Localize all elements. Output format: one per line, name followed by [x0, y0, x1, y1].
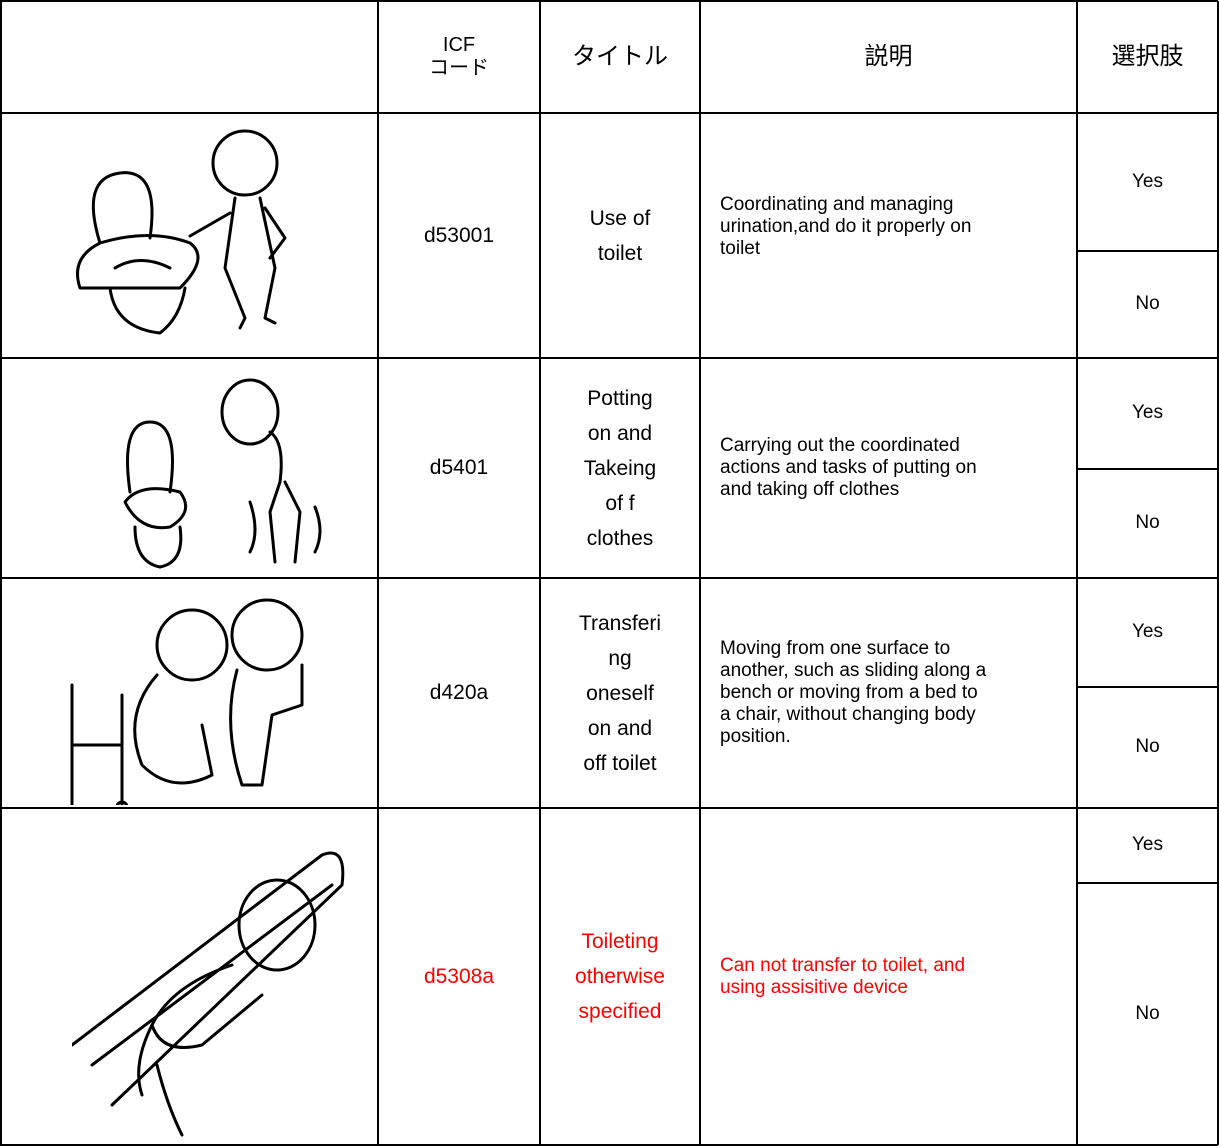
column-border: [539, 1, 541, 1145]
description-cell: Moving from one surface to another, such …: [700, 578, 1077, 808]
description-line: urination,and do it properly on: [720, 215, 972, 237]
option-yes[interactable]: Yes: [1132, 834, 1163, 855]
option-yes[interactable]: Yes: [1132, 402, 1163, 423]
row-border: [0, 0, 1218, 2]
header-description: 説明: [864, 43, 913, 70]
option-divider: [1077, 686, 1218, 688]
title-cell: Toileting otherwise specified: [540, 808, 700, 1145]
title-line: off toilet: [583, 751, 657, 775]
row-border: [0, 1144, 1218, 1146]
header-options: 選択肢: [1111, 43, 1184, 70]
description-line: another, such as sliding along a: [720, 660, 987, 681]
row-border: [0, 112, 1218, 114]
title-line: Transferi: [578, 611, 662, 635]
icf-code: d53001: [423, 223, 495, 247]
title-line: otherwise: [575, 965, 665, 988]
description-cell: Can not transfer to toilet, and using ass…: [700, 808, 1077, 1145]
column-border: [1217, 1, 1219, 1145]
icf-code: d5401: [429, 456, 489, 479]
column-border: [0, 1, 2, 1145]
title-cell: Transferi ng oneself on and off toilet: [540, 578, 700, 808]
title-line: ng: [608, 646, 632, 670]
title-line: on and: [587, 421, 653, 445]
illustration-bedridden: [72, 851, 345, 1137]
title-line: oneself: [586, 681, 654, 705]
header-title: タイトル: [572, 43, 668, 70]
row-border: [0, 807, 1218, 809]
title-line: Potting: [587, 386, 653, 410]
description-line: Moving from one surface to: [720, 638, 951, 659]
row-border: [0, 357, 1218, 359]
title-cell: Potting on and Takeing of f clothes: [540, 358, 700, 578]
title-line: on and: [587, 716, 653, 740]
title-line: Toileting: [581, 930, 659, 953]
description-line: toilet: [720, 237, 761, 259]
illustration-transfer: [70, 598, 304, 805]
option-divider: [1077, 882, 1218, 884]
description-line: position.: [720, 726, 791, 747]
description-line: Coordinating and managing: [720, 193, 954, 215]
option-no[interactable]: No: [1135, 293, 1160, 314]
option-no[interactable]: No: [1135, 1002, 1160, 1024]
option-yes[interactable]: Yes: [1132, 621, 1163, 642]
title-line: clothes: [586, 526, 654, 550]
illustration-toilet-use: [60, 118, 350, 335]
description-line: Carrying out the coordinated: [720, 435, 960, 456]
option-divider: [1077, 468, 1218, 470]
description-line: a chair, without changing body: [720, 704, 976, 725]
illustration-clothes: [123, 378, 322, 569]
title-line: of f: [605, 491, 635, 515]
option-divider: [1077, 250, 1218, 252]
title-line: Takeing: [583, 456, 657, 480]
description-cell: Coordinating and managing urination,and d…: [700, 113, 1077, 358]
header-code-line: コード: [429, 57, 489, 79]
option-no[interactable]: No: [1135, 736, 1160, 757]
row-border: [0, 577, 1218, 579]
header-code: ICF コード: [378, 1, 540, 113]
title-line: specified: [578, 1000, 662, 1023]
icf-code: d420a: [429, 681, 489, 704]
icf-code: d5308a: [423, 964, 495, 988]
description-cell: Carrying out the coordinated actions and …: [700, 358, 1077, 578]
title-cell: Use of toilet: [540, 113, 700, 358]
title-line: toilet: [597, 241, 643, 265]
column-border: [699, 1, 701, 1145]
description-line: Can not transfer to toilet, and: [720, 954, 966, 976]
description-line: using assisitive device: [720, 976, 908, 998]
option-yes[interactable]: Yes: [1132, 170, 1163, 192]
option-no[interactable]: No: [1135, 512, 1160, 533]
description-line: bench or moving from a bed to: [720, 682, 978, 703]
description-line: and taking off clothes: [720, 479, 900, 500]
title-line: Use of: [589, 206, 651, 230]
description-line: actions and tasks of putting on: [720, 457, 977, 478]
header-code-line: ICF: [442, 34, 476, 56]
column-border: [1076, 1, 1078, 1145]
column-border: [377, 1, 379, 1145]
